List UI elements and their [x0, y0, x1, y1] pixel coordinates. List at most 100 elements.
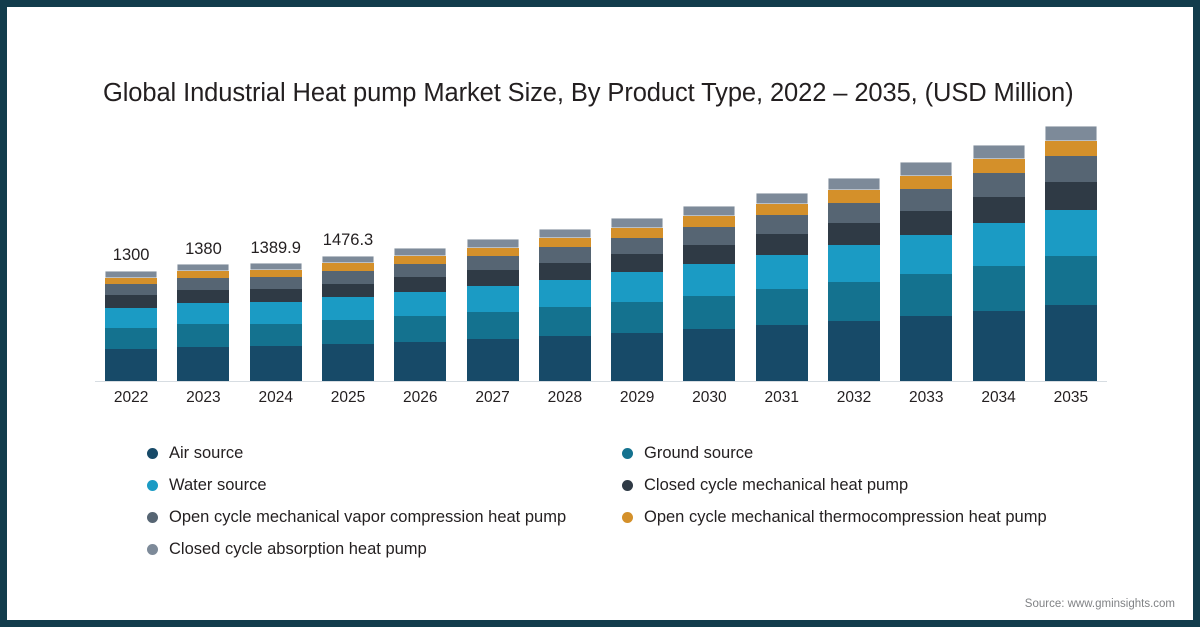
- bar-segment: [683, 244, 736, 265]
- bar-value-label: 1380: [185, 239, 222, 258]
- bar-segment: [972, 158, 1025, 174]
- bar-segment: [1044, 156, 1097, 182]
- bar-segment: [466, 339, 519, 382]
- bar-segment: [105, 348, 158, 382]
- legend-label: Open cycle mechanical thermocompression …: [644, 507, 1047, 526]
- bar-2025[interactable]: 1476.3: [322, 232, 374, 382]
- bar-segment: [972, 173, 1025, 197]
- bar-value-label: 1300: [112, 246, 150, 265]
- x-tick-2024: 2024: [258, 389, 293, 406]
- bar-segment: [466, 286, 519, 312]
- x-tick-2030: 2030: [692, 389, 727, 406]
- bar-segment: [105, 295, 158, 308]
- legend-label: Closed cycle mechanical heat pump: [644, 475, 909, 494]
- legend-swatch-dot-icon: [147, 447, 158, 459]
- x-tick-2035: 2035: [1053, 389, 1089, 406]
- chart-canvas: Global Industrial Heat pump Market Size,…: [7, 7, 1193, 620]
- bar-segment: [900, 175, 953, 189]
- legend-row: Air source Ground source: [147, 437, 1127, 469]
- bar-segment: [394, 255, 447, 264]
- bar-2034[interactable]: [972, 144, 1025, 382]
- bar-segment: [105, 284, 158, 296]
- bar-2026[interactable]: [394, 247, 447, 382]
- bar-segment: [177, 278, 230, 291]
- bar-2033[interactable]: [900, 162, 953, 382]
- bar-segment: [177, 271, 230, 279]
- x-axis-line: [95, 381, 1107, 382]
- legend-item[interactable]: Open cycle mechanical vapor compression …: [147, 501, 622, 533]
- bar-segment: [972, 310, 1025, 382]
- legend-row: Water source Closed cycle mechanical heat…: [147, 469, 1127, 501]
- bar-segment: [177, 324, 230, 347]
- bar-segment: [394, 263, 447, 278]
- bar-segment: [322, 344, 374, 382]
- bar-segment: [1044, 256, 1097, 306]
- x-tick-2028: 2028: [547, 389, 583, 406]
- bar-segment: [105, 270, 158, 278]
- bar-segment: [249, 323, 302, 347]
- bar-segment: [900, 234, 953, 275]
- bar-segment: [322, 271, 374, 284]
- bar-2022[interactable]: 1300: [105, 247, 158, 382]
- legend-item[interactable]: Water source: [147, 469, 622, 501]
- bar-segment: [972, 196, 1025, 224]
- bar-2035[interactable]: [1044, 125, 1097, 382]
- x-tick-2034: 2034: [981, 389, 1016, 406]
- bar-segment: [466, 311, 519, 340]
- bar-segment: [683, 227, 736, 245]
- bar-segment: [755, 289, 808, 326]
- bar-segment: [972, 223, 1025, 266]
- bar-2031[interactable]: [755, 192, 808, 382]
- bar-2024[interactable]: 1389.9: [249, 240, 302, 382]
- bar-segment: [322, 283, 374, 298]
- legend-item[interactable]: Ground source: [622, 437, 1127, 469]
- source-attribution: Source: www.gminsights.com: [1024, 598, 1175, 610]
- x-tick-2031: 2031: [764, 389, 799, 406]
- bar-2032[interactable]: [828, 178, 880, 382]
- bar-2027[interactable]: [466, 239, 519, 382]
- bar-segment: [105, 307, 158, 328]
- bar-2028[interactable]: [538, 229, 591, 382]
- legend-item[interactable]: Closed cycle absorption heat pump: [147, 533, 622, 565]
- plot-area: 1300 1380 1389.9 1476.3: [95, 117, 1107, 382]
- x-tick-2023: 2023: [186, 389, 221, 406]
- bar-2029[interactable]: [611, 217, 664, 382]
- bar-segment: [249, 263, 302, 271]
- x-axis-ticks: 2022 2023 2024 2025 2026 2027 2028 2029 2030 2031…: [95, 389, 1107, 413]
- bar-segment: [683, 205, 736, 217]
- bar-segment: [683, 216, 736, 228]
- legend-item[interactable]: Air source: [147, 437, 622, 469]
- bar-segment: [538, 279, 591, 308]
- bar-segment: [538, 247, 591, 263]
- legend-swatch-dot-icon: [622, 479, 633, 491]
- bar-value-label: 1476.3: [322, 231, 374, 250]
- x-tick-2026: 2026: [403, 389, 438, 406]
- legend-label: Closed cycle absorption heat pump: [169, 539, 427, 558]
- bar-segment: [394, 247, 447, 256]
- bar-segment: [322, 263, 374, 271]
- x-tick-2032: 2032: [836, 389, 872, 406]
- bar-value-label: 1389.9: [250, 238, 301, 257]
- bar-segment: [972, 265, 1025, 311]
- legend-swatch-dot-icon: [622, 447, 633, 459]
- bar-segment: [322, 255, 374, 264]
- bar-segment: [611, 253, 664, 273]
- legend-item[interactable]: Open cycle mechanical thermocompression …: [622, 501, 1127, 533]
- bar-segment: [394, 316, 447, 342]
- bar-segment: [177, 290, 230, 304]
- legend-item[interactable]: Closed cycle mechanical heat pump: [622, 469, 1127, 501]
- bar-segment: [611, 237, 664, 254]
- bar-2023[interactable]: 1380: [177, 241, 230, 382]
- bar-2030[interactable]: [683, 205, 736, 382]
- bar-segment: [249, 346, 302, 382]
- bar-segment: [466, 270, 519, 287]
- legend-swatch-dot-icon: [147, 479, 158, 491]
- page-title: Global Industrial Heat pump Market Size,…: [103, 79, 1074, 107]
- legend-label: Water source: [169, 475, 267, 494]
- bar-segment: [249, 277, 302, 290]
- bar-segment: [683, 264, 736, 296]
- bar-segment: [900, 274, 953, 317]
- bar-segment: [755, 192, 808, 204]
- bar-segment: [322, 320, 374, 345]
